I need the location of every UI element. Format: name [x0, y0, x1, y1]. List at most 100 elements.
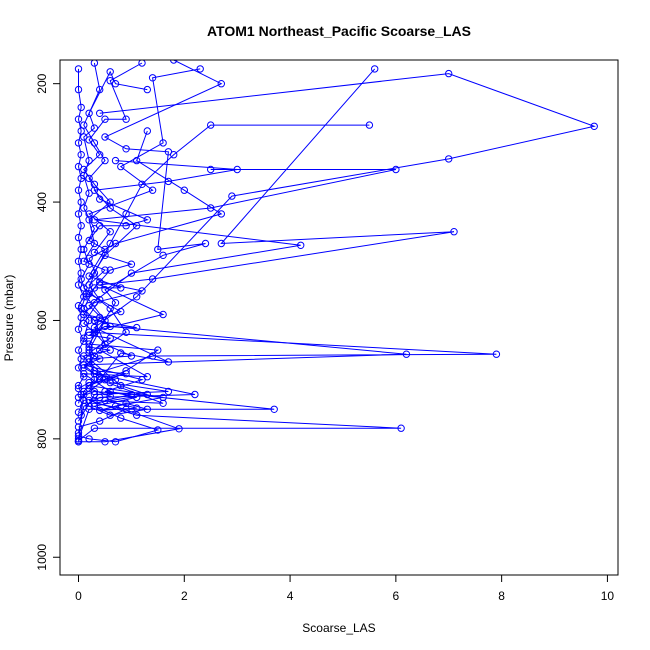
profile-line-9 [78, 70, 148, 413]
data-point [191, 390, 199, 399]
data-point [74, 438, 83, 446]
data-point [85, 156, 93, 165]
data-point [159, 399, 167, 407]
data-point [80, 121, 88, 129]
data-point [96, 355, 104, 363]
data-point [164, 177, 173, 186]
data-point [106, 204, 114, 212]
data-point [80, 204, 88, 212]
data-point [74, 346, 83, 354]
y-tick-label: 200 [35, 73, 49, 93]
data-point [90, 387, 99, 396]
data-point [133, 404, 141, 412]
data-point [445, 69, 453, 78]
data-point [201, 239, 210, 248]
data-point [101, 286, 109, 294]
data-point [101, 156, 109, 165]
data-point [101, 245, 109, 254]
data-point [96, 85, 104, 94]
data-point [101, 266, 109, 274]
data-point [154, 426, 162, 434]
data-point [80, 304, 88, 313]
data-point [80, 390, 88, 399]
data-point [74, 399, 83, 407]
data-point [77, 275, 85, 283]
data-point [148, 275, 157, 283]
data-point [74, 162, 83, 171]
data-point [85, 316, 93, 325]
data-point [85, 216, 93, 224]
data-point [90, 299, 99, 307]
data-point [80, 245, 88, 254]
data-point [117, 162, 125, 171]
data-point [101, 396, 109, 405]
axes: 0 2 4 6 8 10 200 400 600 800 1000 [35, 73, 614, 603]
data-point [106, 68, 114, 76]
x-tick-label: 2 [181, 589, 188, 603]
data-point [77, 103, 85, 112]
data-point [217, 80, 226, 88]
data-point [85, 435, 93, 443]
data-point [127, 390, 136, 399]
data-point [74, 325, 83, 333]
data-point [96, 406, 104, 415]
data-point [111, 239, 120, 248]
data-point [143, 373, 152, 381]
data-point [74, 432, 83, 440]
data-point [85, 254, 93, 262]
data-point [85, 272, 93, 280]
data-point [154, 245, 162, 254]
y-tick-label: 1000 [35, 544, 49, 571]
data-point [74, 257, 83, 265]
profile-line-8 [78, 62, 169, 422]
data-point [492, 350, 501, 358]
profile-line-2 [78, 68, 497, 433]
data-point [90, 139, 99, 147]
data-point [90, 370, 99, 378]
data-point [74, 408, 83, 416]
data-point [148, 186, 157, 194]
data-point [175, 425, 183, 433]
data-point [138, 60, 146, 67]
data-point [101, 133, 109, 141]
data-point [122, 115, 130, 123]
data-point [77, 198, 85, 206]
data-point [85, 236, 93, 245]
data-point [207, 165, 215, 174]
data-point [127, 269, 136, 277]
data-point [80, 361, 88, 369]
data-point [111, 156, 120, 165]
data-point [127, 352, 136, 360]
data-point [233, 165, 241, 174]
data-point [90, 216, 99, 224]
data-point [77, 269, 85, 277]
data-point [138, 287, 146, 295]
data-point [207, 121, 215, 129]
data-point [143, 85, 152, 94]
data-point [143, 127, 152, 135]
data-point [106, 387, 114, 396]
data-point [270, 405, 278, 413]
data-point [90, 284, 99, 292]
data-point [80, 133, 88, 141]
data-point [170, 60, 178, 64]
data-point [143, 216, 152, 224]
data-point [159, 393, 167, 402]
data-point [122, 370, 130, 378]
y-axis-label: Pressure (mbar) [2, 275, 16, 362]
profile-line-4 [78, 73, 596, 441]
data-point [122, 222, 130, 230]
data-point [122, 399, 130, 407]
data-point [133, 323, 141, 332]
data-point [85, 349, 93, 357]
data-point [74, 417, 83, 425]
data-point [590, 122, 598, 131]
data-point [402, 350, 411, 358]
data-point [106, 228, 114, 236]
data-point [85, 174, 93, 183]
data-point [77, 151, 85, 159]
data-point [90, 424, 99, 432]
data-point [365, 121, 374, 129]
y-tick-label: 800 [35, 429, 49, 449]
